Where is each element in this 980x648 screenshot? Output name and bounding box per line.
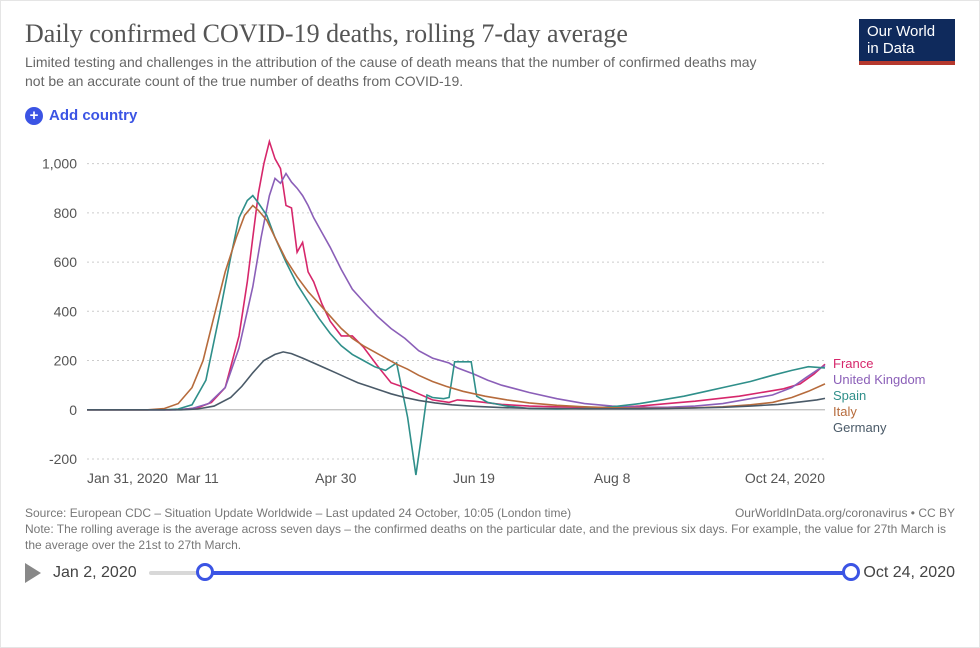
svg-text:Mar 11: Mar 11 — [176, 470, 219, 486]
svg-text:800: 800 — [54, 205, 78, 221]
plus-icon: + — [25, 107, 43, 125]
svg-text:Apr 30: Apr 30 — [315, 470, 356, 486]
svg-text:600: 600 — [54, 254, 78, 270]
add-country-button[interactable]: + Add country — [25, 107, 137, 125]
svg-text:Oct 24, 2020: Oct 24, 2020 — [745, 470, 825, 486]
logo-line1: Our World — [867, 24, 947, 41]
timeline-end-label[interactable]: Oct 24, 2020 — [863, 564, 955, 582]
svg-text:1,000: 1,000 — [42, 155, 77, 171]
chart-subtitle: Limited testing and challenges in the at… — [25, 53, 765, 91]
svg-text:Jun 19: Jun 19 — [453, 470, 495, 486]
svg-text:Italy: Italy — [833, 404, 857, 419]
footer-source: Source: European CDC – Situation Update … — [25, 506, 571, 520]
chart-area: -200 0 200 400 600 800 1,000 Jan 31, 2020 Mar 11… — [25, 129, 955, 499]
svg-text:200: 200 — [54, 352, 78, 368]
footer-right: OurWorldInData.org/coronavirus • CC BY — [735, 505, 955, 521]
add-country-label: Add country — [49, 107, 137, 124]
chart-footer: OurWorldInData.org/coronavirus • CC BY S… — [1, 499, 979, 554]
slider-handle-end[interactable] — [842, 563, 860, 581]
svg-text:0: 0 — [69, 402, 77, 418]
svg-text:Spain: Spain — [833, 388, 866, 403]
slider-handle-start[interactable] — [196, 563, 214, 581]
slider-fill — [205, 571, 852, 575]
svg-text:France: France — [833, 356, 873, 371]
line-chart[interactable]: -200 0 200 400 600 800 1,000 Jan 31, 2020 Mar 11… — [25, 129, 957, 499]
chart-title: Daily confirmed COVID-19 deaths, rolling… — [25, 19, 955, 49]
svg-text:-200: -200 — [49, 451, 77, 467]
timeline-start-label[interactable]: Jan 2, 2020 — [53, 564, 137, 582]
footer-note: Note: The rolling average is the average… — [25, 522, 946, 552]
owid-logo: Our World in Data — [859, 19, 955, 65]
svg-text:United Kingdom: United Kingdom — [833, 372, 926, 387]
svg-text:Aug 8: Aug 8 — [594, 470, 631, 486]
svg-text:400: 400 — [54, 303, 78, 319]
svg-text:Germany: Germany — [833, 420, 887, 435]
logo-line2: in Data — [867, 41, 947, 58]
play-icon[interactable] — [25, 563, 41, 583]
timeline-slider[interactable] — [149, 564, 852, 582]
svg-text:Jan 31, 2020: Jan 31, 2020 — [87, 470, 168, 486]
